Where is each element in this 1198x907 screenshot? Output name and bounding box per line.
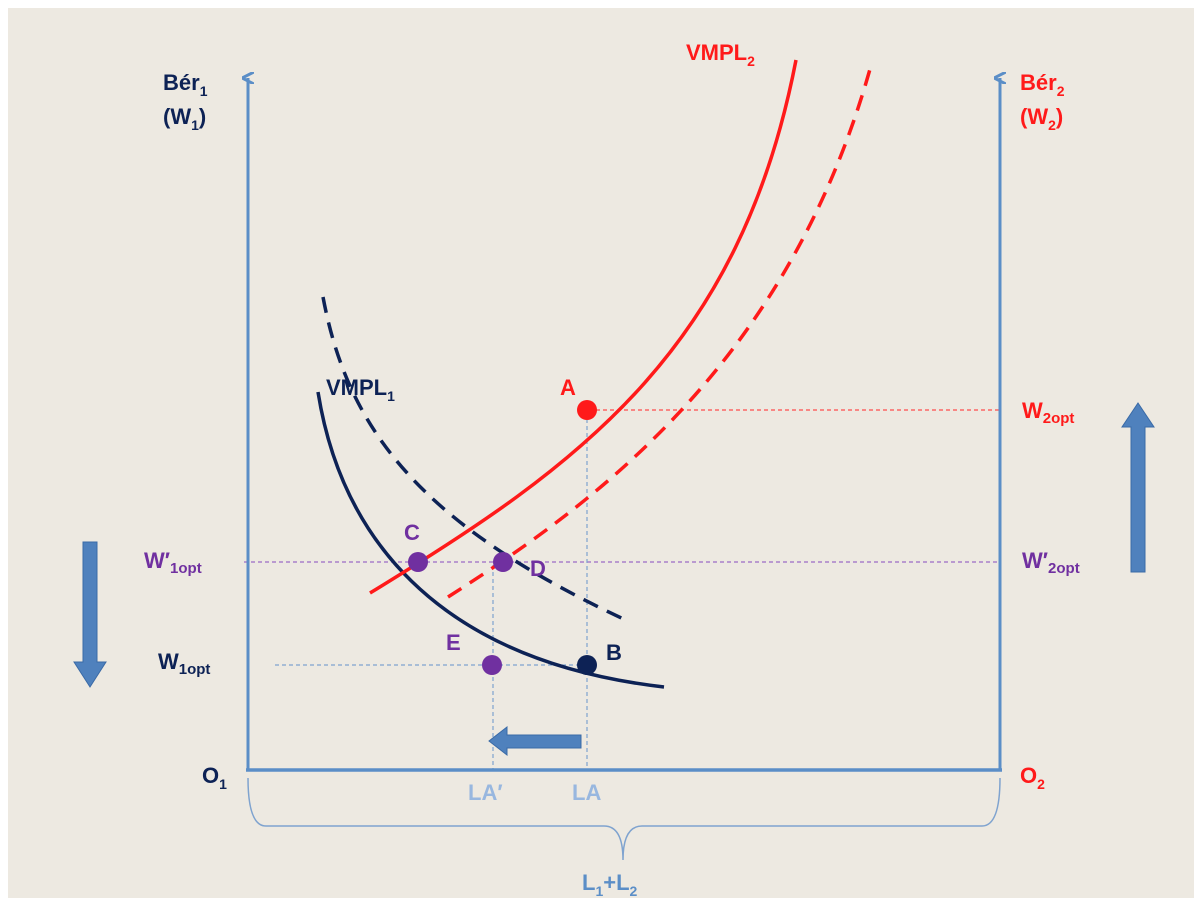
la-label: LA <box>572 780 601 805</box>
vmpl1-label: VMPL1 <box>326 375 395 404</box>
la-prime-label: LA′ <box>468 780 503 805</box>
origin-right-label: O2 <box>1020 763 1045 792</box>
vmpl2-label: VMPL2 <box>686 40 755 69</box>
up-arrow <box>1121 402 1155 573</box>
point-a-label: A <box>560 375 576 400</box>
point-c-label: C <box>404 520 420 545</box>
w2opt-label: W2opt <box>1022 398 1074 427</box>
left-axis-unit: (W1) <box>163 104 206 133</box>
right-axis-title: Bér2 <box>1020 70 1065 99</box>
labor-brace <box>247 777 1001 861</box>
background-panel <box>8 8 1194 898</box>
vmpl1-curve <box>316 391 665 689</box>
point-c-marker <box>408 552 428 572</box>
point-d-label: D <box>530 556 546 581</box>
point-e-marker <box>482 655 502 675</box>
vmpl1-shifted-curve <box>321 296 631 624</box>
w1opt-prime-label: W′1opt <box>144 548 202 577</box>
point-b-marker <box>577 655 597 675</box>
point-b-label: B <box>606 640 622 665</box>
left-axis-title: Bér1 <box>163 70 208 99</box>
w1opt-label: W1opt <box>158 649 210 678</box>
total-labor-label: L1+L2 <box>582 870 638 899</box>
origin-left-label: O1 <box>202 763 227 792</box>
vmpl2-shifted-curve <box>447 61 874 599</box>
point-a-marker <box>577 400 597 420</box>
w2opt-prime-label: W′2opt <box>1022 548 1080 577</box>
down-arrow <box>73 541 107 688</box>
point-d-marker <box>493 552 513 572</box>
left-shift-arrow <box>488 725 582 757</box>
vmpl2-curve <box>369 59 798 595</box>
right-axis-unit: (W2) <box>1020 104 1063 133</box>
point-e-label: E <box>446 630 461 655</box>
